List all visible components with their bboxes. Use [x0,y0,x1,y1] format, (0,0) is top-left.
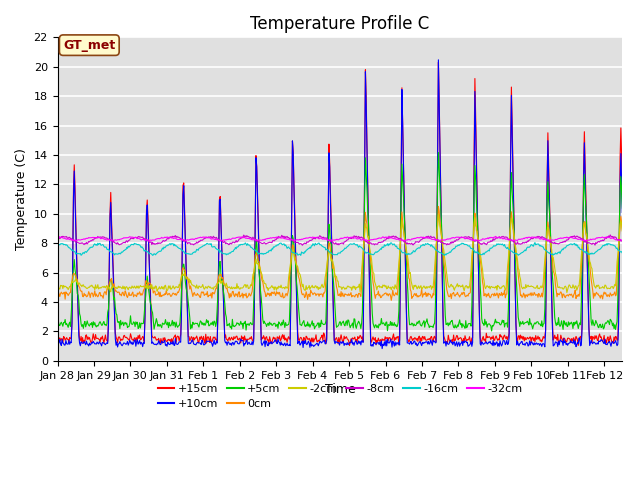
+15cm [56,335,63,341]
Text: GT_met: GT_met [63,39,115,52]
-16cm [294,252,302,258]
0cm [54,289,61,295]
+10cm [460,340,468,346]
+5cm [54,322,61,328]
0cm [387,298,395,303]
Y-axis label: Temperature (C): Temperature (C) [15,148,28,250]
+10cm [56,336,63,342]
+10cm [54,344,61,350]
+10cm [132,339,140,345]
0cm [316,291,324,297]
-32cm [618,237,626,243]
+5cm [56,323,63,328]
-8cm [606,232,614,238]
Line: +15cm: +15cm [58,62,622,346]
0cm [460,289,468,295]
+5cm [316,320,324,326]
-32cm [492,234,499,240]
-2cm [474,232,481,238]
+15cm [54,332,61,338]
Line: +10cm: +10cm [58,60,622,348]
+10cm [378,346,386,351]
+15cm [294,337,302,343]
+5cm [618,205,626,211]
-16cm [54,241,61,247]
-16cm [460,240,467,246]
+10cm [474,244,482,250]
+5cm [294,304,302,310]
Title: Temperature Profile C: Temperature Profile C [250,15,429,33]
+15cm [316,337,324,343]
-2cm [435,212,442,217]
+15cm [618,192,626,197]
0cm [618,228,626,233]
Line: -2cm: -2cm [58,215,622,292]
-2cm [56,287,63,292]
+15cm [132,335,140,341]
+10cm [435,57,442,63]
-8cm [294,240,302,246]
Line: -8cm: -8cm [58,235,622,245]
-32cm [316,236,324,241]
0cm [56,294,63,300]
0cm [435,204,442,209]
+15cm [460,338,468,344]
+5cm [488,328,495,334]
0cm [474,235,482,241]
+5cm [460,323,467,329]
-16cm [474,249,481,255]
-32cm [472,238,480,243]
-32cm [545,238,553,244]
-8cm [474,238,481,243]
-16cm [441,252,449,258]
+10cm [294,339,302,345]
+5cm [132,321,140,327]
+15cm [435,60,442,65]
-8cm [54,237,61,243]
+5cm [435,150,442,156]
-8cm [132,235,140,241]
-8cm [460,235,467,240]
-2cm [132,283,140,289]
-2cm [316,286,324,291]
-2cm [294,269,302,275]
+15cm [346,343,353,348]
-32cm [294,237,302,243]
-2cm [563,289,571,295]
-32cm [54,235,61,240]
Line: -32cm: -32cm [58,237,622,241]
Legend: +15cm, +10cm, +5cm, 0cm, -2cm, -8cm, -16cm, -32cm: +15cm, +10cm, +5cm, 0cm, -2cm, -8cm, -16… [153,379,527,413]
-16cm [618,250,626,256]
-8cm [317,234,324,240]
+10cm [618,209,626,215]
-32cm [132,235,140,241]
+10cm [316,338,324,344]
-32cm [459,235,467,240]
-2cm [618,228,626,234]
0cm [132,294,140,300]
-2cm [460,286,467,292]
Line: +5cm: +5cm [58,153,622,331]
-32cm [56,235,63,240]
-16cm [531,240,539,245]
-16cm [132,241,140,247]
-16cm [56,242,63,248]
Line: -16cm: -16cm [58,242,622,255]
Line: 0cm: 0cm [58,206,622,300]
-16cm [316,242,324,248]
+5cm [474,215,481,221]
-8cm [298,242,306,248]
-2cm [54,283,61,289]
+15cm [474,236,482,241]
X-axis label: Time: Time [324,384,355,396]
0cm [294,274,302,280]
-8cm [618,239,626,244]
-8cm [56,236,63,241]
